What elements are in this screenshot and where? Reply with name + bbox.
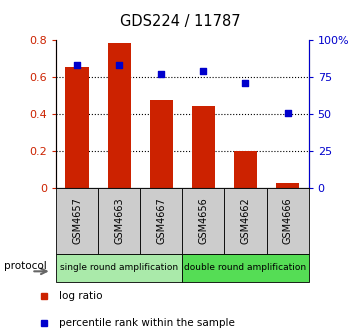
Point [285, 110, 291, 116]
Point [158, 72, 164, 77]
Point [116, 63, 122, 68]
Bar [225, 188, 266, 254]
Text: protocol: protocol [4, 261, 46, 271]
Text: single round amplification: single round amplification [60, 263, 178, 272]
Text: GDS224 / 11787: GDS224 / 11787 [120, 14, 241, 29]
Text: GSM4666: GSM4666 [283, 198, 293, 244]
Bar [182, 254, 309, 282]
Bar [140, 188, 182, 254]
Bar [182, 188, 225, 254]
Bar [192, 106, 215, 188]
Text: log ratio: log ratio [59, 291, 103, 301]
Point [200, 69, 206, 74]
Point [74, 63, 80, 68]
Text: GSM4662: GSM4662 [240, 198, 251, 244]
Text: GSM4663: GSM4663 [114, 198, 124, 244]
Text: double round amplification: double round amplification [184, 263, 306, 272]
Text: GSM4657: GSM4657 [72, 198, 82, 244]
Text: GSM4667: GSM4667 [156, 198, 166, 244]
Bar [98, 188, 140, 254]
Text: percentile rank within the sample: percentile rank within the sample [59, 318, 235, 328]
Text: GSM4656: GSM4656 [198, 198, 208, 244]
Bar [150, 100, 173, 188]
Bar [234, 151, 257, 188]
Point [243, 81, 248, 86]
Bar [108, 43, 131, 188]
Bar [266, 188, 309, 254]
Bar [65, 67, 88, 188]
Bar [56, 254, 182, 282]
Bar [56, 188, 98, 254]
Bar [276, 183, 299, 188]
